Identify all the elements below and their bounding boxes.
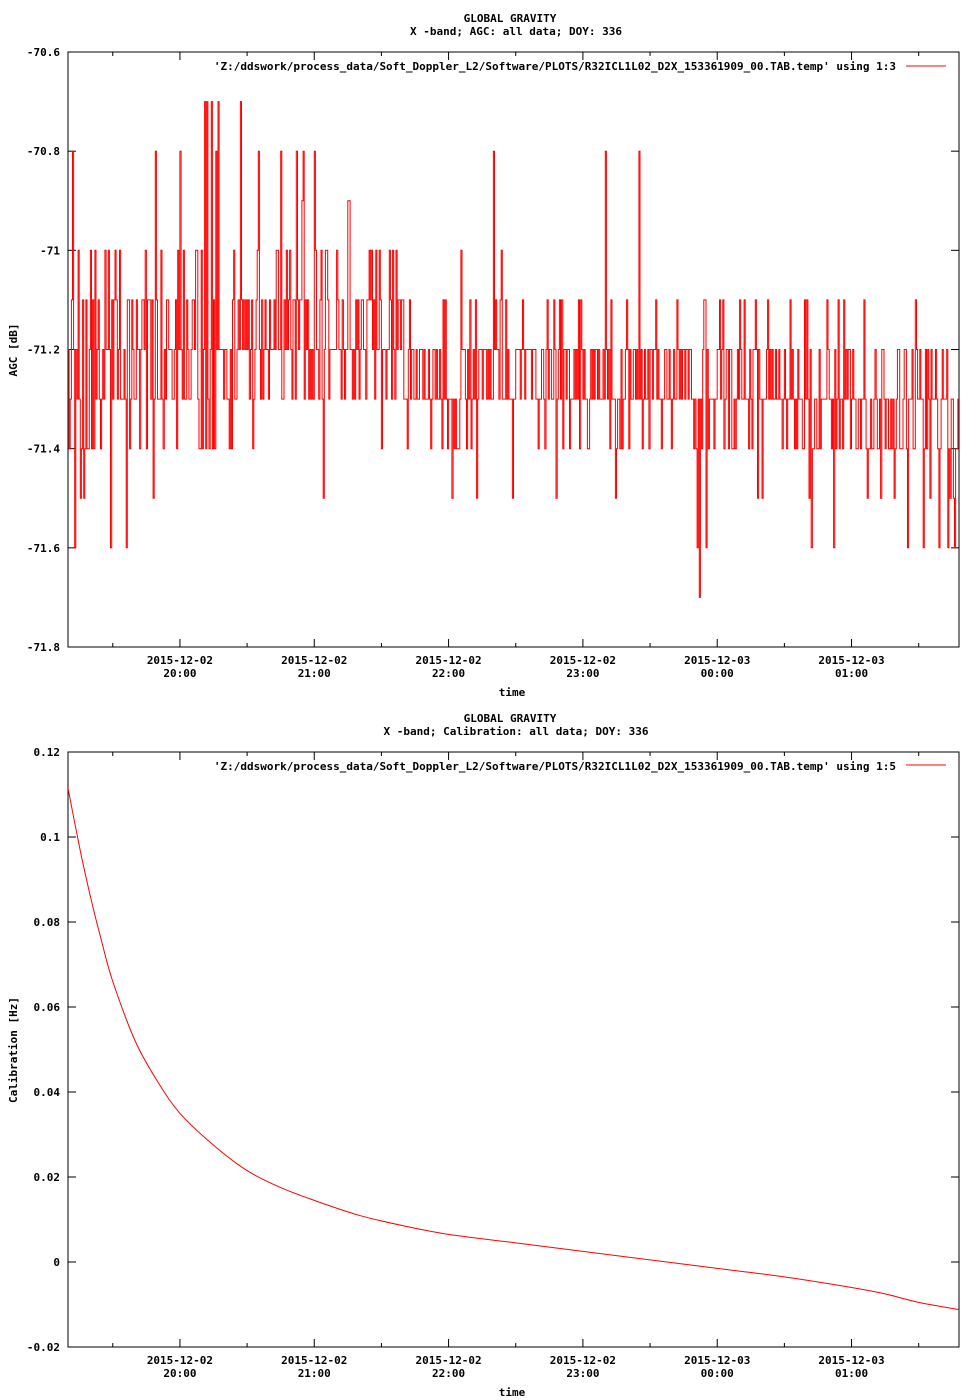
calibration-xlabel: time [499, 1386, 526, 1399]
calibration-xtick-label-time: 01:00 [835, 1367, 868, 1380]
agc-xtick-label-date: 2015-12-02 [415, 654, 481, 667]
calibration-ytick-label: 0.04 [34, 1086, 61, 1099]
agc-ytick-label: -71.4 [27, 443, 60, 456]
calibration-ytick-label: 0.06 [34, 1001, 61, 1014]
agc-ylabel: AGC [dB] [7, 324, 20, 377]
agc-xlabel: time [499, 686, 526, 699]
agc-ytick-label: -71 [40, 244, 60, 257]
calibration-ytick-label: -0.02 [27, 1341, 60, 1354]
agc-legend-label: 'Z:/ddswork/process_data/Soft_Doppler_L2… [214, 60, 896, 73]
calibration-xtick-label-date: 2015-12-02 [415, 1354, 481, 1367]
agc-ytick-label: -71.6 [27, 542, 60, 555]
calibration-xtick-label-time: 21:00 [298, 1367, 331, 1380]
agc-xtick-label-date: 2015-12-02 [550, 654, 616, 667]
calibration-series-line [68, 788, 959, 1311]
agc-title: GLOBAL GRAVITY [464, 12, 557, 25]
agc-xtick-label-date: 2015-12-03 [684, 654, 750, 667]
agc-xtick-label-date: 2015-12-03 [818, 654, 884, 667]
calibration-ytick-label: 0 [53, 1256, 60, 1269]
agc-xtick-label-time: 00:00 [701, 667, 734, 680]
calibration-ytick-label: 0.02 [34, 1171, 61, 1184]
calibration-xtick-label-time: 20:00 [163, 1367, 196, 1380]
agc-subtitle: X -band; AGC: all data; DOY: 336 [410, 25, 622, 38]
agc-ytick-label: -70.6 [27, 46, 60, 59]
calibration-legend-label: 'Z:/ddswork/process_data/Soft_Doppler_L2… [214, 760, 896, 773]
calibration-xtick-label-date: 2015-12-02 [550, 1354, 616, 1367]
agc-xtick-label-time: 20:00 [163, 667, 196, 680]
calibration-panel: GLOBAL GRAVITY X -band; Calibration: all… [7, 712, 960, 1399]
calibration-ylabel: Calibration [Hz] [7, 997, 20, 1103]
calibration-ytick-label: 0.1 [40, 831, 60, 844]
calibration-xtick-label-date: 2015-12-02 [281, 1354, 347, 1367]
agc-xtick-label-date: 2015-12-02 [281, 654, 347, 667]
calibration-ytick-label: 0.08 [34, 916, 61, 929]
calibration-xtick-label-time: 00:00 [701, 1367, 734, 1380]
calibration-ytick-label: 0.12 [34, 746, 61, 759]
agc-xtick-label-time: 21:00 [298, 667, 331, 680]
agc-series-line [68, 101, 959, 598]
agc-ytick-label: -70.8 [27, 145, 60, 158]
agc-xtick-label-time: 22:00 [432, 667, 465, 680]
calibration-xtick-label-time: 22:00 [432, 1367, 465, 1380]
calibration-plot-frame [67, 751, 960, 1348]
agc-xtick-label-time: 01:00 [835, 667, 868, 680]
agc-xtick-label-date: 2015-12-02 [147, 654, 213, 667]
calibration-xtick-label-date: 2015-12-03 [684, 1354, 750, 1367]
calibration-xtick-label-date: 2015-12-02 [147, 1354, 213, 1367]
agc-panel: GLOBAL GRAVITY X -band; AGC: all data; D… [7, 12, 960, 699]
calibration-xtick-label-time: 23:00 [566, 1367, 599, 1380]
agc-xtick-label-time: 23:00 [566, 667, 599, 680]
agc-ytick-label: -71.8 [27, 641, 60, 654]
calibration-subtitle: X -band; Calibration: all data; DOY: 336 [384, 725, 649, 738]
calibration-title: GLOBAL GRAVITY [464, 712, 557, 725]
calibration-xtick-label-date: 2015-12-03 [818, 1354, 884, 1367]
agc-ytick-label: -71.2 [27, 344, 60, 357]
